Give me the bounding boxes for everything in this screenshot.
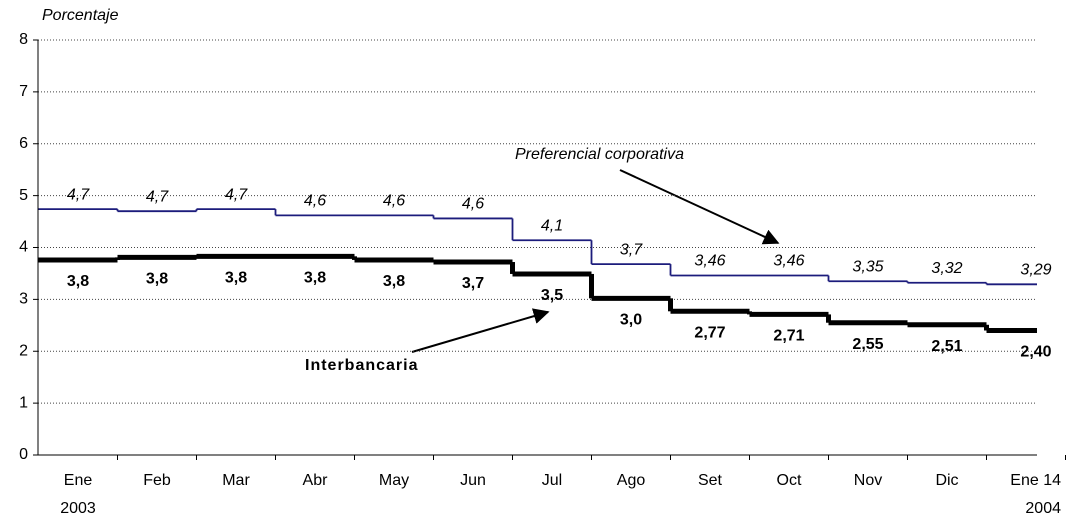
arrow	[411, 308, 550, 353]
x-tick-label: Ene 14 2004	[1010, 472, 1061, 517]
y-tick-label: 6	[19, 135, 28, 152]
x-tick-label: May	[378, 472, 410, 489]
x-tick-label: Abr	[302, 472, 328, 489]
series-annotation: Interbancaria	[305, 357, 418, 374]
data-label: 4,6	[383, 193, 405, 210]
data-label: 3,35	[852, 258, 883, 275]
data-label: 3,8	[383, 273, 405, 290]
data-label: 3,8	[225, 270, 247, 287]
data-label: 4,7	[67, 186, 90, 203]
x-tick-label: Oct	[776, 472, 802, 489]
x-tick-label: Feb	[143, 472, 171, 489]
x-tick-label: Nov	[853, 472, 883, 489]
arrow	[619, 169, 780, 245]
x-tick-label: Ago	[616, 472, 646, 489]
x-tick-label: Dic	[935, 472, 959, 489]
y-tick-label: 7	[19, 83, 28, 100]
data-label: 3,29	[1020, 262, 1051, 279]
y-tick-label: 1	[19, 394, 28, 411]
data-label: 3,7	[620, 241, 643, 258]
data-label: 4,6	[462, 196, 484, 213]
y-tick-label: 0	[19, 446, 28, 463]
y-tick-label: 4	[19, 239, 28, 256]
data-label: 3,46	[694, 253, 725, 270]
data-label: 4,1	[541, 217, 563, 234]
data-label: 3,8	[67, 273, 89, 290]
data-label: 4,7	[225, 186, 248, 203]
data-label: 3,32	[931, 260, 962, 277]
y-tick-label: 5	[19, 187, 28, 204]
x-tick-label: Jul	[541, 472, 563, 489]
y-axis-label: Porcentaje	[42, 7, 119, 24]
series-annotation: Preferencial corporativa	[515, 146, 684, 163]
x-tick-label: Ene 2003	[60, 472, 96, 517]
data-label: 3,5	[541, 287, 563, 304]
x-tick-label: Mar	[222, 472, 250, 489]
x-tick-label: Jun	[460, 472, 486, 489]
data-label: 3,7	[462, 275, 484, 292]
data-label: 3,8	[146, 271, 168, 288]
data-label: 3,8	[304, 270, 326, 287]
data-label: 4,6	[304, 193, 326, 210]
data-label: 3,0	[620, 312, 642, 329]
data-label: 3,46	[773, 253, 804, 270]
data-label: 4,7	[146, 188, 169, 205]
y-tick-label: 2	[19, 342, 28, 359]
y-tick-label: 3	[19, 291, 28, 308]
data-label: 2,77	[694, 325, 725, 342]
data-label: 2,55	[852, 336, 883, 353]
data-label: 2,71	[773, 328, 804, 345]
x-tick-label: Set	[697, 472, 722, 489]
y-tick-label: 8	[19, 31, 28, 48]
data-label: 2,40	[1020, 344, 1051, 361]
data-label: 2,51	[931, 338, 962, 355]
